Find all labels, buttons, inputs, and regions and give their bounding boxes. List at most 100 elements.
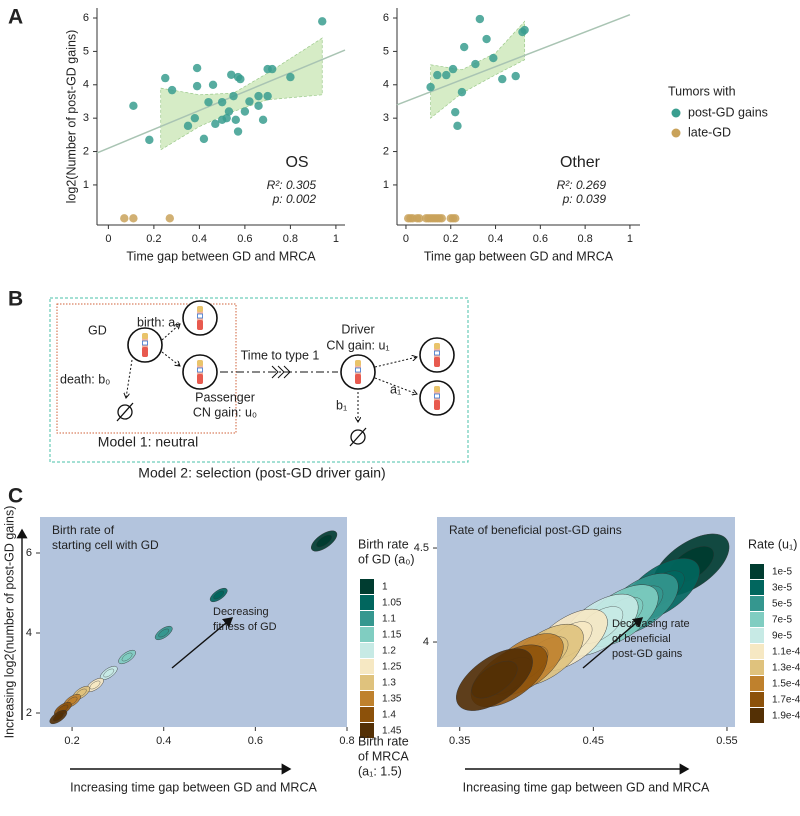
x-axis-label: Increasing time gap between GD and MRCA — [70, 780, 317, 794]
y-tick-label: 5 — [383, 45, 389, 57]
legend-swatch — [750, 660, 764, 675]
x-tick-label: 0.2 — [146, 233, 161, 245]
annotation: Other — [560, 154, 601, 171]
legend-swatch — [750, 692, 764, 707]
x-tick-label: 1 — [333, 233, 339, 245]
point — [240, 107, 250, 116]
density-core — [89, 680, 101, 690]
x-tick-label: 0.6 — [248, 735, 263, 747]
annotation: R²: 0.269 — [557, 178, 607, 192]
label: Passenger — [195, 390, 255, 404]
annotation: p: 0.002 — [272, 192, 317, 206]
y-tick-label: 2 — [383, 145, 389, 157]
x-axis-label: Time gap between GD and MRCA — [424, 249, 614, 263]
point — [199, 134, 209, 144]
point — [267, 64, 277, 74]
legend-label: 1 — [382, 582, 388, 593]
y-tick-label: 3 — [383, 112, 389, 124]
y-tick-label: 6 — [26, 547, 32, 559]
label: Model 2: selection (post-GD driver gain) — [138, 465, 385, 481]
legend-label: 1.3 — [382, 678, 396, 689]
legend-swatch — [671, 128, 681, 138]
arrow — [582, 617, 644, 669]
point — [471, 59, 480, 69]
legend-swatch — [360, 643, 374, 658]
legend-title: of GD (a₀) — [358, 552, 415, 566]
y-tick-label: 1 — [383, 179, 389, 191]
annotation: fitness of GD — [213, 621, 277, 633]
point — [190, 113, 200, 123]
point — [451, 214, 460, 223]
point — [482, 34, 491, 44]
panel-label: C — [8, 485, 23, 508]
point — [520, 25, 529, 35]
legend-swatch — [360, 723, 374, 738]
legend-label: 1.2 — [382, 646, 396, 657]
legend-swatch — [750, 676, 764, 691]
annotation: of beneficial — [612, 633, 671, 645]
legend-swatch — [360, 691, 374, 706]
plot-title: starting cell with GD — [52, 538, 159, 552]
legend-swatch — [671, 108, 681, 118]
legend-label: late-GD — [688, 125, 731, 139]
x-tick-label: 0.35 — [449, 735, 470, 747]
y-tick-label: 4 — [383, 79, 389, 91]
point — [231, 115, 240, 125]
legend-label: 5e-5 — [772, 599, 792, 610]
confidence-band — [430, 20, 526, 119]
legend-label: 7e-5 — [772, 615, 792, 626]
plot-background — [40, 517, 347, 727]
label: CN gain: u₀ — [193, 405, 257, 419]
density-core — [213, 590, 225, 600]
panel-label: B — [8, 288, 23, 311]
point — [227, 70, 236, 79]
legend-swatch — [360, 659, 374, 674]
confidence-band — [160, 37, 323, 151]
legend-swatch — [750, 596, 764, 611]
arrows — [126, 324, 417, 422]
legend-footer: (a₁: 1.5) — [358, 764, 402, 778]
y-tick-label: 3 — [83, 112, 89, 124]
legend-label: 1.45 — [382, 726, 402, 737]
density-core — [103, 668, 115, 678]
point — [129, 101, 138, 111]
model1-box — [56, 303, 237, 434]
annotation: Decreasing rate — [612, 618, 690, 630]
legend-label: 3e-5 — [772, 583, 792, 594]
legend-swatch — [750, 644, 764, 659]
legend-swatch — [750, 708, 764, 723]
label: Model 1: neutral — [98, 434, 198, 450]
density-core — [53, 712, 64, 722]
label: GD — [88, 323, 107, 337]
x-tick-label: 0 — [105, 233, 111, 245]
legend-label: 1.4 — [382, 710, 396, 721]
x-tick-label: 1 — [627, 233, 633, 245]
x-tick-label: 0.6 — [533, 233, 548, 245]
chevrons — [271, 365, 291, 379]
legend-footer: Birth rate — [358, 734, 409, 748]
label: death: b₀ — [60, 372, 110, 386]
plot-title: Birth rate of — [52, 523, 115, 537]
y-tick-label: 5 — [83, 45, 89, 57]
annotation: p: 0.039 — [562, 192, 607, 206]
legend-label: 1.5e-4 — [772, 679, 800, 690]
density-core — [121, 652, 133, 662]
point — [236, 74, 245, 84]
label: Driver — [341, 322, 374, 336]
point — [457, 87, 467, 97]
diagram: GD birth: a₀ death: b₀ Passenger CN gain… — [49, 297, 469, 481]
legend-label: 1.1 — [382, 614, 396, 625]
annotation: OS — [285, 154, 308, 171]
x-tick-label: 0.8 — [283, 233, 298, 245]
legend-label: 1.3e-4 — [772, 663, 800, 674]
point — [167, 85, 177, 95]
legend-swatch — [360, 579, 374, 594]
point — [211, 119, 220, 129]
point — [415, 214, 424, 223]
y-tick-label: 2 — [83, 145, 89, 157]
point — [254, 91, 263, 101]
x-tick-label: 0.2 — [443, 233, 458, 245]
point — [129, 214, 138, 223]
point — [437, 214, 446, 223]
